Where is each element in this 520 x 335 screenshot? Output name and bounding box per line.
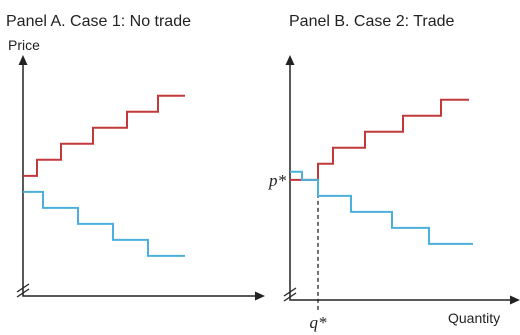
panel-a-demand-step-line [23, 190, 185, 257]
panel-b-axis-break [283, 287, 297, 302]
panel-b-demand-step-line [290, 170, 473, 245]
panel-b-xlabel: Quantity [448, 310, 500, 326]
panel-a-ylabel: Price [8, 37, 40, 53]
panel-b-y-arrowhead [285, 55, 295, 65]
panel-b-axes [289, 60, 515, 301]
panel-a-axes [22, 60, 261, 297]
panel-b-x-arrowhead [510, 295, 520, 305]
panel-a-plot [16, 55, 265, 301]
panel-a-x-arrowhead [255, 291, 265, 301]
panel-a-supply-step-line [23, 94, 185, 177]
panel-b-supply-step-line [290, 98, 469, 181]
panel-b-title: Panel B. Case 2: Trade [289, 13, 455, 30]
q-star-label: q* [310, 313, 328, 332]
p-star-label: p* [268, 171, 287, 190]
panel-a-y-arrowhead [18, 55, 28, 65]
panel-a-title: Panel A. Case 1: No trade [6, 13, 191, 30]
panel-a-axis-break [16, 283, 30, 298]
panel-b-plot: p* q* [268, 55, 520, 332]
